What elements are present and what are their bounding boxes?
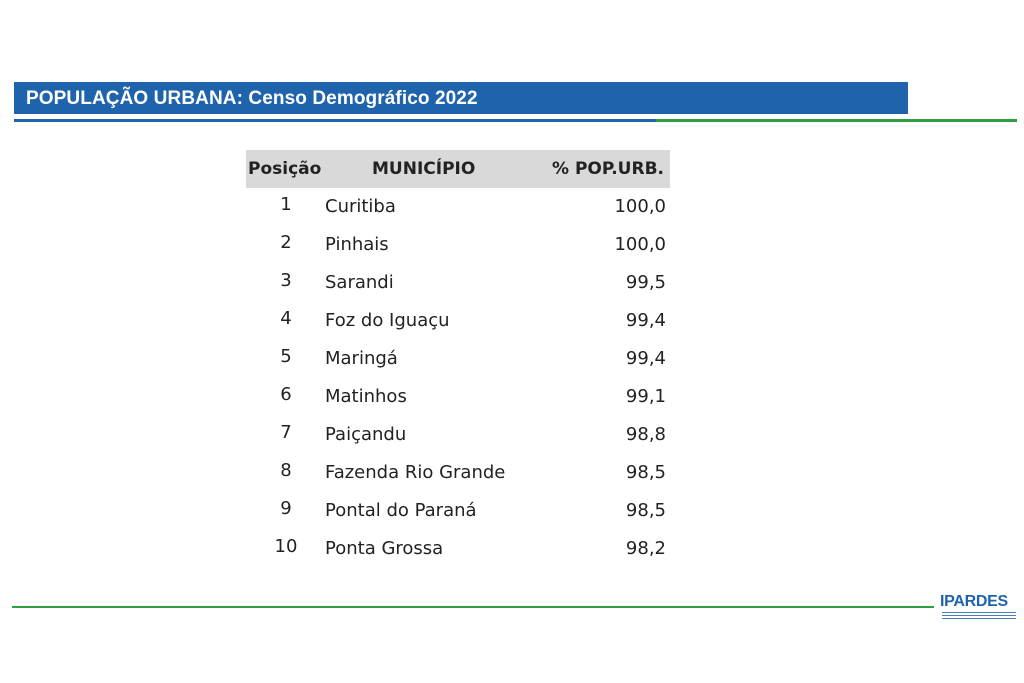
row-position: 1 <box>280 194 292 215</box>
green-divider-top <box>656 119 1017 122</box>
row-percent: 100,0 <box>614 234 666 255</box>
row-municipality: Fazenda Rio Grande <box>325 462 506 483</box>
ipardes-logo: IPARDES <box>938 593 1018 623</box>
row-municipality: Curitiba <box>325 196 396 217</box>
row-municipality: Matinhos <box>325 386 407 407</box>
row-position: 5 <box>280 346 292 367</box>
header-municipality: MUNICÍPIO <box>372 159 476 179</box>
row-municipality: Ponta Grossa <box>325 538 444 559</box>
blue-divider <box>14 119 656 122</box>
table-header: Posição MUNICÍPIO % POP.URB. <box>246 150 670 188</box>
logo-text: IPARDES <box>940 593 1008 610</box>
table-row: 9 Pontal do Paraná 98,5 <box>246 492 670 530</box>
row-municipality: Pinhais <box>325 234 389 255</box>
row-position: 4 <box>280 308 292 329</box>
row-municipality: Foz do Iguaçu <box>325 310 450 331</box>
table-row: 4 Foz do Iguaçu 99,4 <box>246 302 670 340</box>
table-row: 6 Matinhos 99,1 <box>246 378 670 416</box>
row-municipality: Sarandi <box>325 272 394 293</box>
green-divider-bottom <box>12 606 934 608</box>
logo-subtitle-lines <box>942 612 1016 620</box>
row-position: 6 <box>280 384 292 405</box>
row-position: 8 <box>280 460 292 481</box>
ranking-table: Posição MUNICÍPIO % POP.URB. 1 Curitiba … <box>246 150 670 568</box>
page-title: POPULAÇÃO URBANA: Censo Demográfico 2022 <box>26 88 478 109</box>
row-percent: 99,5 <box>625 272 666 293</box>
row-position: 2 <box>280 232 292 253</box>
table-row: 10 Ponta Grossa 98,2 <box>246 530 670 568</box>
row-percent: 98,5 <box>625 462 666 483</box>
row-percent: 98,5 <box>625 500 666 521</box>
table-row: 5 Maringá 99,4 <box>246 340 670 378</box>
row-percent: 99,4 <box>625 310 666 331</box>
row-percent: 98,8 <box>625 424 666 445</box>
row-percent: 99,4 <box>625 348 666 369</box>
table-row: 3 Sarandi 99,5 <box>246 264 670 302</box>
row-position: 7 <box>280 422 292 443</box>
header-percent: % POP.URB. <box>552 159 664 179</box>
table-row: 7 Paiçandu 98,8 <box>246 416 670 454</box>
row-municipality: Maringá <box>325 348 398 369</box>
row-percent: 99,1 <box>625 386 666 407</box>
table-row: 1 Curitiba 100,0 <box>246 188 670 226</box>
row-municipality: Paiçandu <box>325 424 407 445</box>
row-position: 9 <box>280 498 292 519</box>
row-percent: 98,2 <box>625 538 666 559</box>
table-row: 2 Pinhais 100,0 <box>246 226 670 264</box>
table-row: 8 Fazenda Rio Grande 98,5 <box>246 454 670 492</box>
row-position: 3 <box>280 270 292 291</box>
row-municipality: Pontal do Paraná <box>325 500 477 521</box>
row-percent: 100,0 <box>614 196 666 217</box>
header-position: Posição <box>248 159 322 179</box>
row-position: 10 <box>274 536 298 557</box>
title-bar: POPULAÇÃO URBANA: Censo Demográfico 2022 <box>14 82 908 114</box>
